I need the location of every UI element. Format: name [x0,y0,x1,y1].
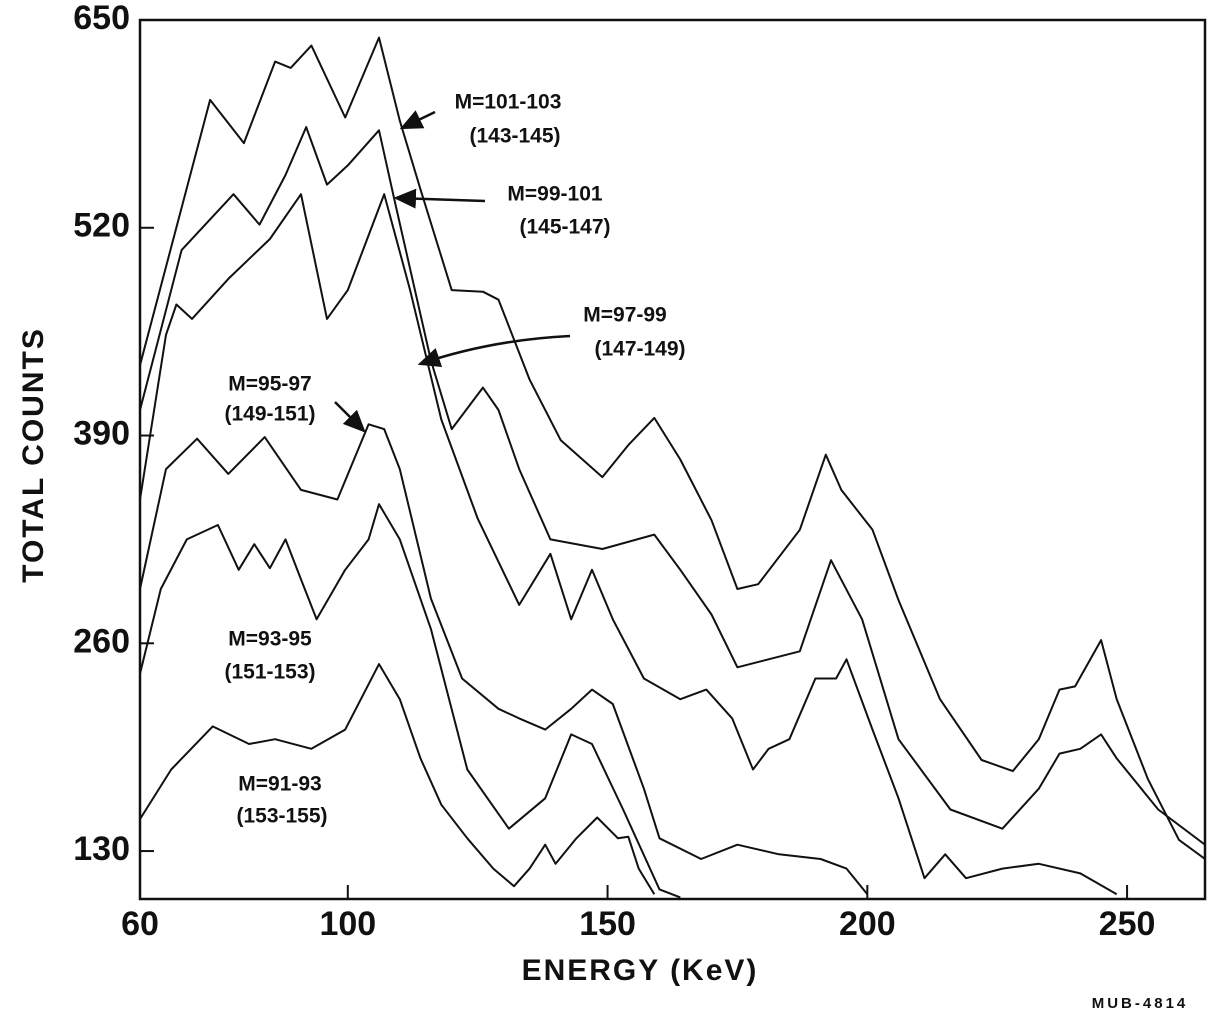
annotation: (147-149) [594,338,685,361]
y-axis-title: TOTAL COUNTS [17,327,50,583]
curve [140,193,1118,896]
annotation: M=99-101 [507,183,602,206]
annotation: (145-147) [519,216,610,239]
curve [140,36,1205,860]
y-tick-label: 130 [73,830,130,868]
series [140,126,1205,846]
series [140,193,1118,896]
annotation: M=91-93 [238,773,321,796]
arrow [417,334,571,367]
x-tick-label: 150 [579,905,636,943]
x-tick-label: 200 [839,905,896,943]
arrow [393,188,486,209]
y-tick-label: 390 [73,415,130,453]
series [140,663,656,895]
annotation: (153-155) [236,805,327,828]
series [140,503,681,899]
annotation: M=93-95 [228,628,312,651]
annotation: M=95-97 [228,373,311,396]
annotation: (149-151) [224,403,315,426]
x-tick-label: 100 [319,905,376,943]
annotation: (151-153) [224,661,315,684]
y-tick-label: 650 [73,0,130,37]
x-axis-title: ENERGY (KeV) [522,954,759,987]
arrow [399,110,436,130]
figure-code: MUB-4814 [1092,995,1189,1012]
annotation: (143-145) [469,125,560,148]
x-tick-label: 250 [1099,905,1156,943]
curve [140,503,681,899]
arrow [334,401,366,433]
annotation: M=97-99 [583,304,666,327]
y-tick-label: 520 [73,207,130,245]
plot-frame [138,18,1207,901]
curve [140,423,869,895]
series [140,36,1205,860]
curve [140,126,1205,846]
arrows [334,110,571,433]
curve [140,663,656,895]
x-tick-label: 60 [121,905,159,943]
series [140,423,869,895]
annotation: M=101-103 [455,91,562,114]
y-tick-label: 260 [73,622,130,660]
